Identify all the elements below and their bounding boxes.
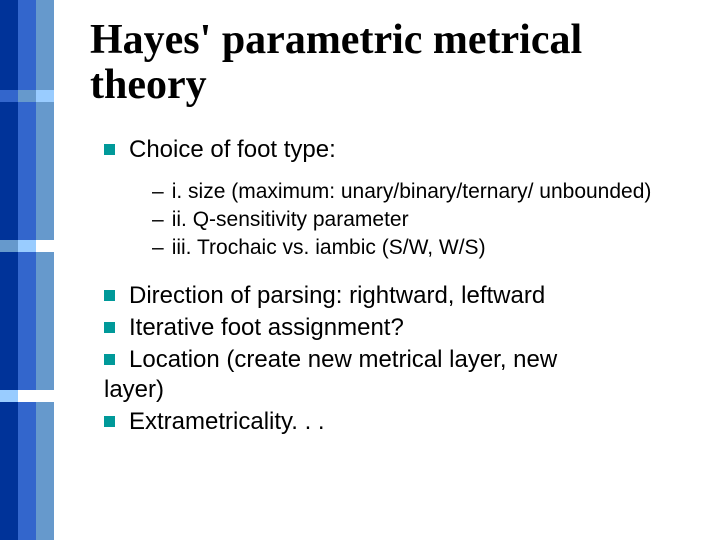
gap-segment [18, 90, 36, 102]
item-choice: Choice of foot type: [104, 135, 690, 165]
gap-segment [0, 390, 18, 402]
bullet-icon [104, 290, 115, 301]
main-list-2: Direction of parsing: rightward, leftwar… [90, 281, 690, 375]
sub-text: iii. Trochaic vs. iambic (S/W, W/S) [172, 235, 486, 261]
item-text: Location (create new metrical layer, new [129, 345, 557, 375]
sub-text: ii. Q-sensitivity parameter [172, 207, 409, 233]
decorative-sidebar [0, 0, 54, 540]
bullet-icon [104, 144, 115, 155]
sub-item: – i. size (maximum: unary/binary/ternary… [152, 179, 690, 205]
gap-segment [18, 240, 36, 252]
slide-content: Hayes' parametric metrical theory Choice… [90, 18, 690, 439]
gap-segment [0, 240, 18, 252]
main-list-3: Extrametricality. . . [90, 407, 690, 437]
item-text: Iterative foot assignment? [129, 313, 404, 343]
sub-text: i. size (maximum: unary/binary/ternary/ … [172, 179, 652, 205]
dash-icon: – [152, 235, 164, 261]
sub-item: – ii. Q-sensitivity parameter [152, 207, 690, 233]
item-location: Location (create new metrical layer, new [104, 345, 690, 375]
item-text: Direction of parsing: rightward, leftwar… [129, 281, 545, 311]
slide-title: Hayes' parametric metrical theory [90, 18, 690, 109]
dash-icon: – [152, 179, 164, 205]
bullet-icon [104, 322, 115, 333]
main-list: Choice of foot type: [90, 135, 690, 165]
bullet-icon [104, 354, 115, 365]
item-text: Extrametricality. . . [129, 407, 325, 437]
item-iterative: Iterative foot assignment? [104, 313, 690, 343]
gap-segment [36, 390, 54, 402]
stripe-dark [0, 0, 18, 540]
item-direction: Direction of parsing: rightward, leftwar… [104, 281, 690, 311]
item-text: Choice of foot type: [129, 135, 336, 165]
stripe-light [36, 0, 54, 540]
item-location-cont: layer) [90, 375, 690, 405]
sub-list-choice: – i. size (maximum: unary/binary/ternary… [90, 179, 690, 262]
gap-segment [36, 240, 54, 252]
gap-segment [36, 90, 54, 102]
stripe-mid [18, 0, 36, 540]
item-extrametricality: Extrametricality. . . [104, 407, 690, 437]
dash-icon: – [152, 207, 164, 233]
sub-item: – iii. Trochaic vs. iambic (S/W, W/S) [152, 235, 690, 261]
gap-segment [0, 90, 18, 102]
bullet-icon [104, 416, 115, 427]
gap-segment [18, 390, 36, 402]
